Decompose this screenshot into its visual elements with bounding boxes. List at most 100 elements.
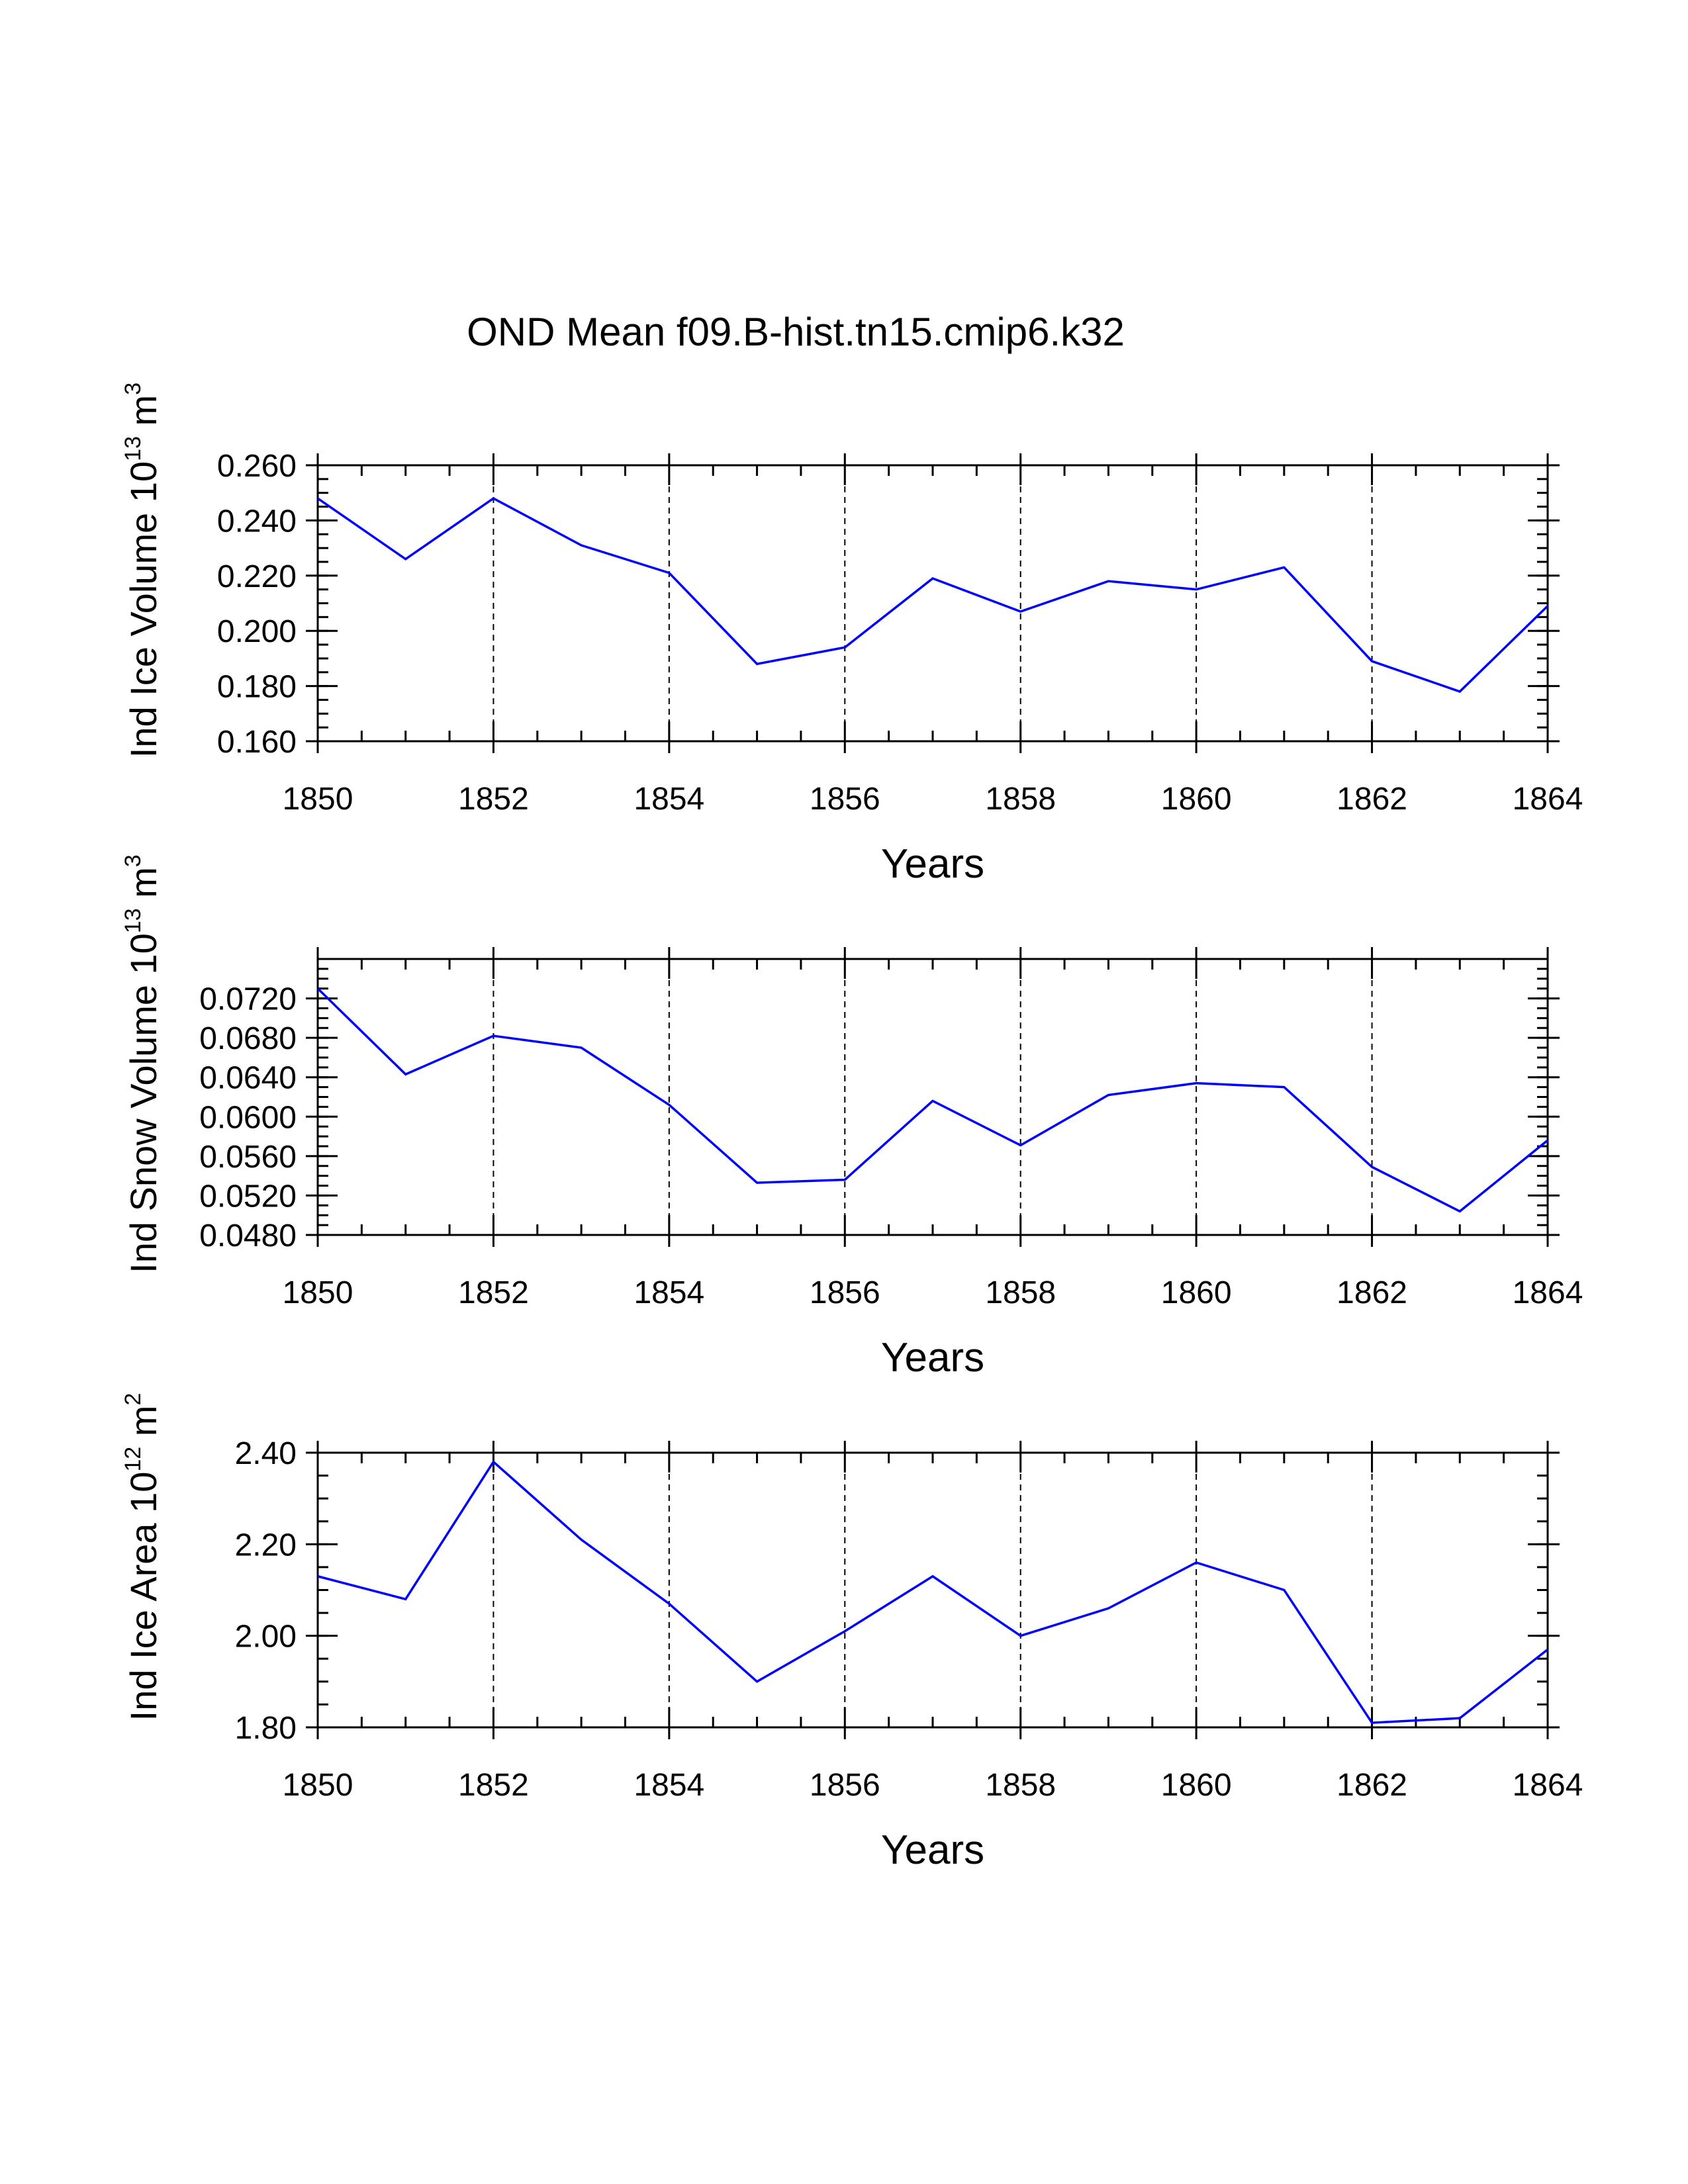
data-point <box>755 662 759 666</box>
data-point <box>1546 1647 1550 1651</box>
x-tick-label: 1850 <box>283 1768 353 1803</box>
x-tick-label: 1862 <box>1336 1275 1407 1310</box>
data-point <box>1106 579 1110 583</box>
data-point <box>667 1103 671 1107</box>
y-axis-label: Ind Ice Volume 1013 m3 <box>120 383 164 758</box>
data-point <box>1282 1588 1286 1592</box>
data-point <box>755 1181 759 1185</box>
data-point <box>1106 1093 1110 1097</box>
y-axis-label: Ind Ice Area 1012 m2 <box>120 1393 164 1721</box>
x-tick-label: 1862 <box>1336 782 1407 817</box>
y-tick-label: 0.0520 <box>199 1179 297 1214</box>
data-point <box>1458 1716 1462 1720</box>
x-tick-label: 1858 <box>985 782 1056 817</box>
series-line <box>316 987 1549 1213</box>
x-tick-label: 1856 <box>810 782 880 817</box>
y-tick-label: 0.0680 <box>199 1021 297 1056</box>
y-tick-label: 2.40 <box>235 1436 297 1471</box>
chart-panel-2: 0.0480 0.0520 0.0560 0.0600 0.0640 0.0680 0.07… <box>120 854 1583 1381</box>
x-axis-label: Years <box>881 841 984 887</box>
data-point <box>1194 588 1198 592</box>
data-point <box>1194 1561 1198 1565</box>
y-tick-label: 0.180 <box>217 670 297 705</box>
y-tick-label: 0.0560 <box>199 1140 297 1175</box>
data-point <box>931 1099 935 1103</box>
data-point <box>1546 604 1550 608</box>
data-point <box>931 1574 935 1578</box>
data-point <box>1194 1081 1198 1085</box>
data-point <box>843 1629 847 1633</box>
x-tick-label: 1864 <box>1513 782 1583 817</box>
y-tick-label: 0.240 <box>217 504 297 539</box>
data-point <box>843 1178 847 1182</box>
data-point <box>667 571 671 575</box>
x-tick-label: 1858 <box>985 1275 1056 1310</box>
data-point <box>316 1574 320 1578</box>
data-point <box>404 1597 408 1601</box>
data-point <box>404 1072 408 1076</box>
x-tick-label: 1860 <box>1161 1768 1232 1803</box>
y-tick-label: 2.00 <box>235 1619 297 1655</box>
x-tick-label: 1850 <box>283 782 353 817</box>
chart-panel-3: 1.80 2.00 2.20 2.40 1850 1852 1854 1856 1858 1860… <box>120 1393 1583 1873</box>
data-point <box>579 1537 583 1541</box>
y-tick-label: 0.220 <box>217 559 297 594</box>
plot-frame <box>316 464 1549 743</box>
data-point <box>579 1046 583 1050</box>
x-tick-label: 1856 <box>810 1275 880 1310</box>
data-point <box>1282 565 1286 569</box>
y-tick-label: 0.0720 <box>199 982 297 1017</box>
data-point <box>1282 1085 1286 1089</box>
data-point <box>316 496 320 500</box>
data-point <box>1370 1721 1374 1725</box>
data-point <box>931 576 935 580</box>
x-tick-label: 1852 <box>458 782 529 817</box>
data-point <box>1546 1138 1550 1142</box>
x-tick-label: 1856 <box>810 1768 880 1803</box>
y-tick-label: 0.0600 <box>199 1100 297 1135</box>
series-line <box>317 1460 1549 1724</box>
x-tick-label: 1864 <box>1513 1275 1583 1310</box>
x-tick-label: 1852 <box>458 1768 529 1803</box>
y-tick-label: 2.20 <box>235 1527 297 1563</box>
x-tick-label: 1862 <box>1336 1768 1407 1803</box>
chart-panel-1: 0.160 0.180 0.200 0.220 0.240 0.260 1850 1852 18… <box>120 383 1583 887</box>
data-point <box>755 1680 759 1684</box>
data-point <box>491 1034 495 1038</box>
x-tick-label: 1860 <box>1161 782 1232 817</box>
data-point <box>1019 1143 1023 1147</box>
y-axis-label: Ind Snow Volume 1013 m3 <box>120 854 164 1273</box>
y-tick-label: 0.0480 <box>199 1218 297 1253</box>
x-tick-label: 1854 <box>633 782 704 817</box>
y-tick-label: 0.260 <box>217 449 297 484</box>
data-point <box>1370 1165 1374 1169</box>
x-tick-label: 1852 <box>458 1275 529 1310</box>
data-point <box>1106 1606 1110 1610</box>
plot-frame <box>316 1451 1549 1729</box>
data-point <box>491 496 495 500</box>
data-point <box>843 645 847 649</box>
x-tick-label: 1850 <box>283 1275 353 1310</box>
x-tick-label: 1860 <box>1161 1275 1232 1310</box>
plot-frame <box>316 958 1549 1236</box>
y-tick-label: 0.200 <box>217 614 297 649</box>
data-point <box>579 543 583 547</box>
x-tick-label: 1858 <box>985 1768 1056 1803</box>
y-tick-label: 1.80 <box>235 1711 297 1746</box>
data-point <box>1458 1209 1462 1213</box>
data-point <box>404 557 408 561</box>
x-axis-label: Years <box>881 1827 984 1873</box>
x-tick-label: 1854 <box>633 1275 704 1310</box>
y-tick-label: 0.160 <box>217 725 297 760</box>
data-point <box>1019 610 1023 614</box>
data-point <box>1458 690 1462 694</box>
data-point <box>491 1460 495 1464</box>
data-point <box>316 987 320 991</box>
data-point <box>1019 1634 1023 1638</box>
y-tick-label: 0.0640 <box>199 1061 297 1096</box>
x-tick-label: 1854 <box>633 1768 704 1803</box>
data-point <box>1370 659 1374 663</box>
data-point <box>667 1602 671 1606</box>
figure-title: OND Mean f09.B-hist.tn15.cmip6.k32 <box>467 310 1125 354</box>
